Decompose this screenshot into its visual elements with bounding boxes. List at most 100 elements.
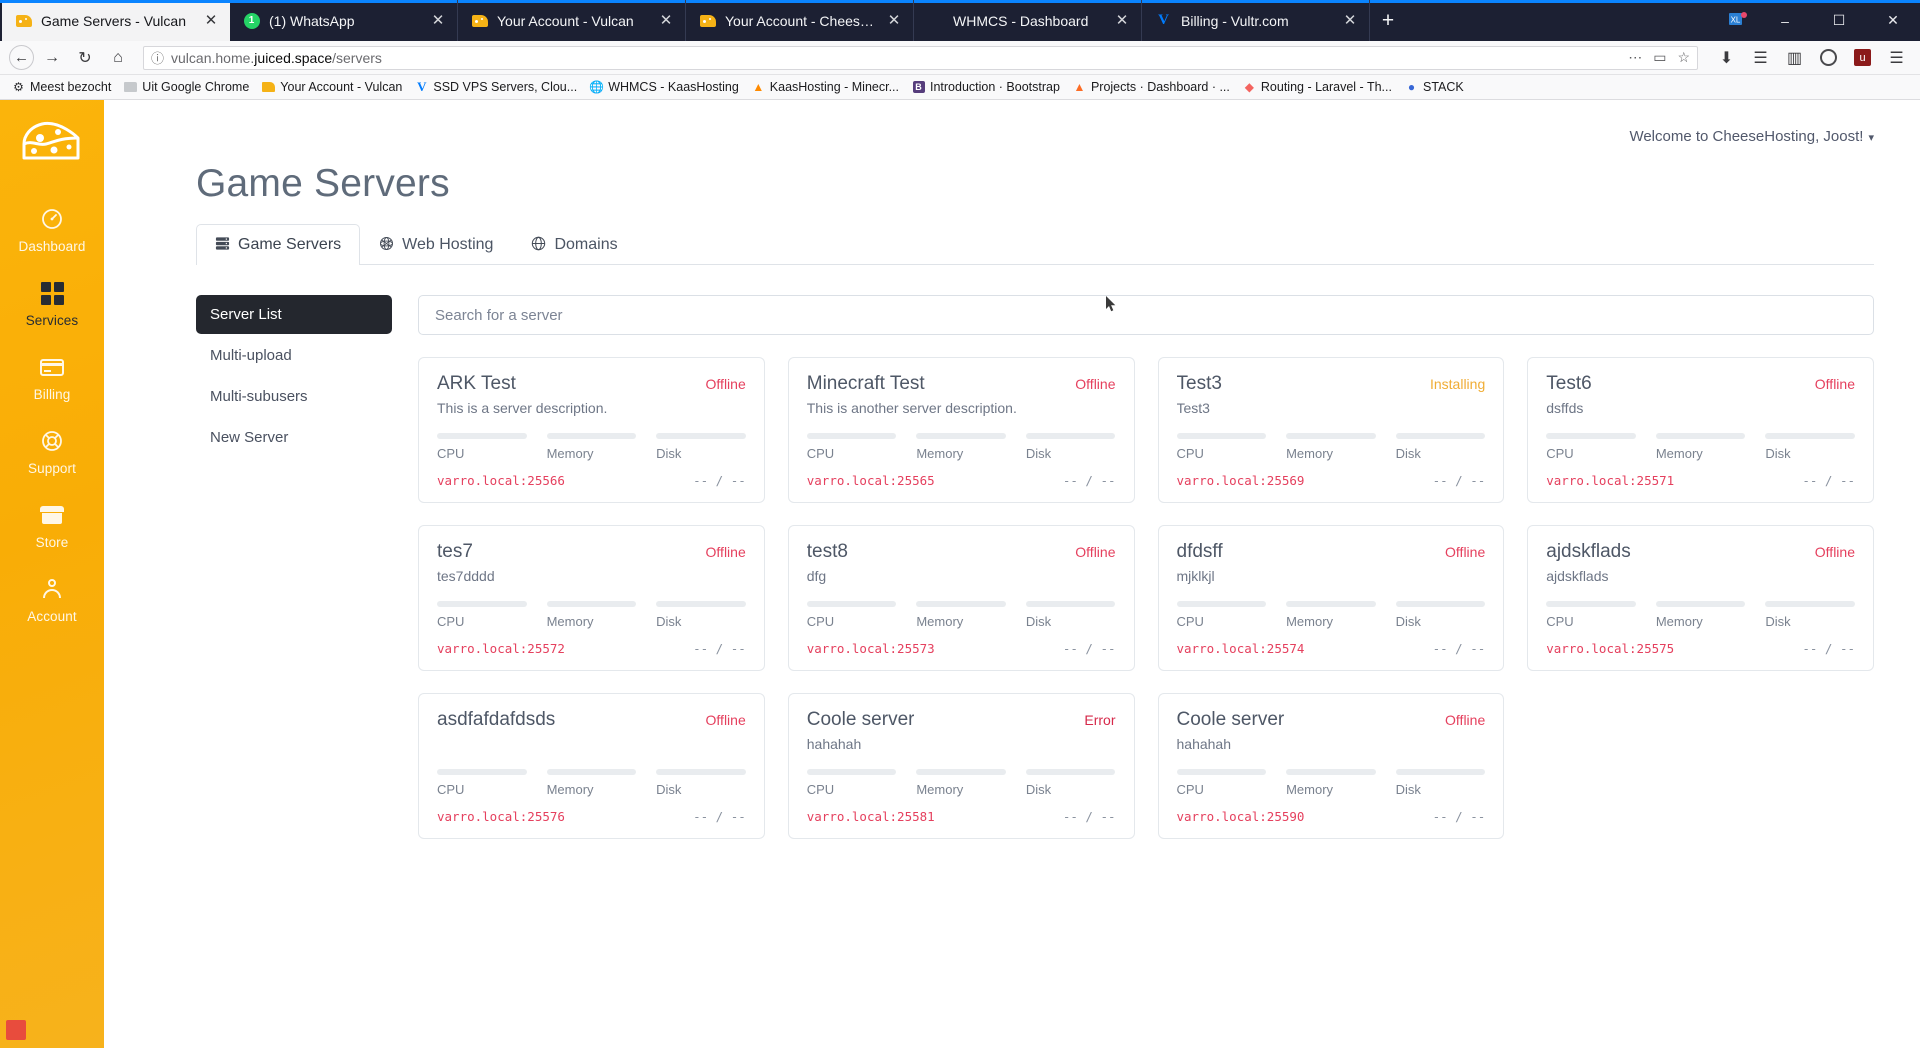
reload-button[interactable]: ↻ <box>78 49 92 67</box>
server-address[interactable]: varro.local:25571 <box>1546 473 1675 488</box>
server-address[interactable]: varro.local:25565 <box>806 473 935 488</box>
address-bar[interactable]: ⓘ vulcan.home.juiced.space/servers ⋯ ▭ ☆ <box>143 45 1698 70</box>
server-card-footer: varro.local:25590 -- / -- <box>1177 809 1486 824</box>
bookmark-star-icon[interactable]: ☆ <box>1677 49 1690 65</box>
tab-close-icon[interactable]: ✕ <box>659 11 673 29</box>
server-card[interactable]: ARK Test Offline This is a server descri… <box>418 357 765 503</box>
resource-meters: CPU Memory Disk <box>806 601 1116 629</box>
server-card[interactable]: asdfafdafdsds Offline CPU Memory Disk va… <box>418 693 765 839</box>
server-card[interactable]: ajdskflads Offline ajdskflads CPU Memory… <box>1527 525 1874 671</box>
cheese-icon <box>262 82 276 92</box>
memory-bar <box>546 601 637 607</box>
app-menu-icon[interactable]: ☰ <box>1889 49 1904 67</box>
server-nav-item[interactable]: New Server <box>210 429 289 446</box>
bookmark-item[interactable]: ⚙ Meest bezocht <box>6 78 117 96</box>
tab-close-icon[interactable]: ✕ <box>431 11 445 29</box>
server-card[interactable]: Minecraft Test Offline This is another s… <box>787 357 1135 503</box>
sidebar-toggle-icon[interactable]: ▥ <box>1786 49 1803 67</box>
server-card[interactable]: test8 Offline dfg CPU Memory Disk varro.… <box>787 525 1135 671</box>
tab-close-icon[interactable]: ✕ <box>1343 11 1357 29</box>
bookmark-item[interactable]: ▲ KaasHosting - Minecr... <box>746 78 905 96</box>
tabstrip-extension-icon[interactable]: XL <box>1728 11 1748 30</box>
new-tab-button[interactable]: + <box>1381 8 1395 32</box>
memory-label: Memory <box>546 446 594 461</box>
server-address[interactable]: varro.local:25566 <box>437 473 565 488</box>
server-address[interactable]: varro.local:25572 <box>437 641 565 656</box>
forward-button[interactable]: → <box>44 48 60 66</box>
server-card[interactable]: Test3 Installing Test3 CPU Memory Disk v… <box>1157 357 1505 503</box>
bookmark-item[interactable]: ◆ Routing - Laravel - Th... <box>1237 78 1398 96</box>
bookmark-item[interactable]: V SSD VPS Servers, Clou... <box>409 78 583 96</box>
memory-meter: Memory <box>916 769 1006 797</box>
server-address[interactable]: varro.local:25575 <box>1546 641 1675 656</box>
server-address[interactable]: varro.local:25590 <box>1176 809 1305 824</box>
server-address[interactable]: varro.local:25573 <box>806 641 935 656</box>
bookmark-item[interactable]: Uit Google Chrome <box>118 78 255 96</box>
server-description: This is another server description. <box>806 400 1017 416</box>
server-usage: -- / -- <box>693 473 746 488</box>
server-nav-item[interactable]: Server List <box>196 295 392 334</box>
sidebar-item-services[interactable]: Services <box>0 266 104 340</box>
bootstrap-icon: B <box>912 81 925 93</box>
memory-meter: Memory <box>1655 433 1746 461</box>
sidebar-item-dashboard[interactable]: Dashboard <box>0 192 104 266</box>
back-button[interactable]: ← <box>9 45 34 70</box>
server-card[interactable]: dfdsff Offline mjklkjl CPU Memory Disk v… <box>1157 525 1505 671</box>
tab-web-hosting[interactable]: Web Hosting <box>360 224 512 265</box>
sidebar-item-account[interactable]: Account <box>0 562 104 636</box>
server-card[interactable]: Coole server Offline hahahah CPU Memory … <box>1157 693 1505 839</box>
sidebar-item-support[interactable]: Support <box>0 414 104 488</box>
reader-mode-icon[interactable]: ▭ <box>1653 49 1667 65</box>
browser-tab[interactable]: WHMCS - Dashboard ✕ <box>914 0 1142 41</box>
bookmark-item[interactable]: B Introduction · Bootstrap <box>906 78 1066 96</box>
bookmark-item[interactable]: ▲ Projects · Dashboard · ... <box>1067 78 1236 96</box>
bookmark-item[interactable]: 🌐 WHMCS - KaasHosting <box>584 78 745 96</box>
account-icon[interactable] <box>1814 44 1843 72</box>
browser-tab[interactable]: Your Account - CheeseHosting ✕ <box>686 0 914 41</box>
ublock-icon[interactable]: u <box>1848 44 1877 72</box>
page-actions-icon[interactable]: ⋯ <box>1628 49 1643 65</box>
browser-tab[interactable]: 1 (1) WhatsApp ✕ <box>230 0 458 41</box>
tab-close-icon[interactable]: ✕ <box>887 11 901 29</box>
tab-close-icon[interactable]: ✕ <box>1115 11 1129 29</box>
server-card[interactable]: Test6 Offline dsffds CPU Memory Disk var… <box>1527 357 1874 503</box>
server-nav-item[interactable]: Multi-upload <box>210 347 292 364</box>
bookmark-icon: V <box>415 79 428 94</box>
cpu-meter: CPU <box>437 601 527 629</box>
browser-tab[interactable]: Your Account - Vulcan ✕ <box>458 0 686 41</box>
close-window-button[interactable]: ✕ <box>1887 12 1899 28</box>
home-button[interactable]: ⌂ <box>113 48 123 66</box>
search-input[interactable] <box>418 295 1874 335</box>
tab-domains[interactable]: Domains <box>512 224 636 265</box>
maximize-button[interactable]: ☐ <box>1832 12 1846 28</box>
server-nav-item[interactable]: Multi-subusers <box>210 388 308 405</box>
server-address[interactable]: varro.local:25576 <box>437 809 565 824</box>
tab-game-servers[interactable]: Game Servers <box>196 224 361 265</box>
cheese-logo[interactable] <box>20 116 84 166</box>
welcome-menu[interactable]: Welcome to CheeseHosting, Joost! ▾ <box>1629 128 1874 145</box>
memory-bar <box>546 769 637 775</box>
browser-tab[interactable]: Game Servers - Vulcan ✕ <box>2 0 230 41</box>
server-card[interactable]: tes7 Offline tes7dddd CPU Memory Disk va… <box>418 525 765 671</box>
server-address[interactable]: varro.local:25574 <box>1176 641 1305 656</box>
status-badge: Offline <box>1075 544 1116 560</box>
browser-tab[interactable]: V Billing - Vultr.com ✕ <box>1142 0 1370 41</box>
bookmark-icon: ◆ <box>1243 80 1256 94</box>
cpu-bar <box>1176 433 1267 439</box>
site-info-icon[interactable]: ⓘ <box>151 51 165 66</box>
cpu-label: CPU <box>806 614 835 629</box>
downloads-icon[interactable]: ⬇ <box>1719 49 1734 67</box>
tab-close-icon[interactable]: ✕ <box>204 11 218 29</box>
bookmark-item[interactable]: ● STACK <box>1399 78 1470 96</box>
server-card[interactable]: Coole server Error hahahah CPU Memory Di… <box>787 693 1135 839</box>
status-badge: Offline <box>1075 376 1116 392</box>
memory-meter: Memory <box>546 769 637 797</box>
server-address[interactable]: varro.local:25569 <box>1176 473 1305 488</box>
server-address[interactable]: varro.local:25581 <box>806 809 935 824</box>
sidebar-item-store[interactable]: Store <box>0 488 104 562</box>
status-badge: Offline <box>1814 376 1855 392</box>
bookmark-item[interactable]: Your Account - Vulcan <box>256 78 408 96</box>
sidebar-item-billing[interactable]: Billing <box>0 340 104 414</box>
minimize-button[interactable]: – <box>1781 12 1789 29</box>
library-icon[interactable]: ☰ <box>1753 49 1768 67</box>
